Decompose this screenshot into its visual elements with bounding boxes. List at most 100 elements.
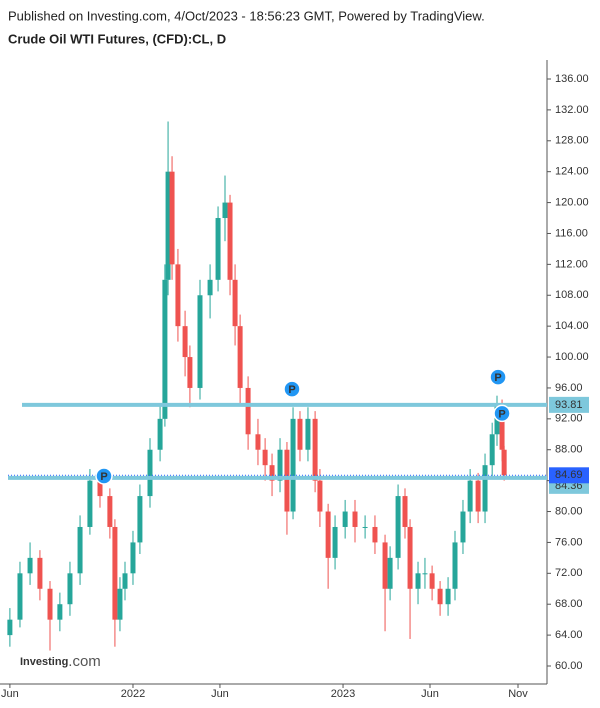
candle-body bbox=[407, 526, 413, 589]
candle-body bbox=[395, 496, 401, 558]
x-tick-label: Jun bbox=[1, 688, 19, 700]
candle-body bbox=[255, 434, 261, 450]
pivot-marker-label: P bbox=[288, 384, 295, 396]
pivot-marker bbox=[493, 404, 511, 423]
y-tick-label: 136.00 bbox=[555, 73, 589, 85]
candle-body bbox=[387, 557, 393, 589]
candle-body bbox=[467, 480, 473, 512]
published-line: Published on Investing.com, 4/Oct/2023 -… bbox=[8, 8, 485, 23]
candle-body bbox=[475, 480, 481, 512]
y-tick-label: 72.00 bbox=[555, 567, 583, 579]
x-tick-label: Jun bbox=[421, 688, 439, 700]
candle-body bbox=[325, 511, 331, 558]
candle-body bbox=[382, 542, 388, 589]
candle-body bbox=[207, 279, 213, 296]
candle-body bbox=[17, 573, 23, 620]
pivot-marker-label: P bbox=[100, 471, 107, 483]
candle-body bbox=[332, 526, 338, 558]
candle-body bbox=[37, 557, 43, 589]
y-tick-label: 68.00 bbox=[555, 598, 583, 610]
candle-body bbox=[262, 449, 268, 466]
candle-body bbox=[7, 619, 13, 636]
y-tick-label: 132.00 bbox=[555, 104, 589, 116]
pivot-marker bbox=[489, 368, 507, 386]
candle-body bbox=[499, 403, 505, 450]
x-tick-label: Jun bbox=[211, 688, 229, 700]
candle-body bbox=[415, 573, 421, 589]
candle-body bbox=[284, 449, 290, 512]
pivot-marker bbox=[283, 380, 301, 398]
candle-body bbox=[77, 526, 83, 574]
candle-body bbox=[107, 496, 113, 527]
candle-body bbox=[317, 480, 323, 512]
y-tick-label: 88.00 bbox=[555, 444, 583, 456]
candle-body bbox=[147, 449, 153, 497]
pivot-marker bbox=[95, 467, 113, 485]
candle-body bbox=[87, 480, 93, 527]
candle-body bbox=[157, 418, 163, 450]
pivot-marker-label: P bbox=[498, 408, 505, 420]
candle-body bbox=[97, 480, 103, 497]
candle-body bbox=[122, 573, 128, 589]
candle-body bbox=[305, 418, 311, 450]
candle-body bbox=[277, 449, 283, 481]
candle-body bbox=[482, 465, 488, 512]
x-tick-label: Nov bbox=[508, 688, 528, 700]
y-tick-label: 120.00 bbox=[555, 196, 589, 208]
pivot-marker-label: P bbox=[494, 372, 501, 384]
candle-body bbox=[445, 588, 451, 605]
candle-body bbox=[352, 511, 358, 527]
y-tick-label: 124.00 bbox=[555, 166, 589, 178]
candle-body bbox=[429, 573, 435, 589]
y-tick-label: 108.00 bbox=[555, 289, 589, 301]
candle-body bbox=[232, 279, 238, 327]
candle-body bbox=[67, 573, 73, 605]
candle-body bbox=[342, 511, 348, 527]
candle-body bbox=[130, 542, 136, 574]
level-label: 93.81 bbox=[555, 399, 583, 411]
y-tick-label: 64.00 bbox=[555, 629, 583, 641]
candle-body bbox=[187, 357, 193, 388]
candle-body bbox=[245, 387, 251, 435]
y-tick-label: 112.00 bbox=[555, 258, 588, 270]
candle-body bbox=[437, 588, 443, 605]
candle-body bbox=[227, 202, 233, 280]
candle-body bbox=[489, 434, 495, 466]
candle-body bbox=[165, 171, 171, 280]
candle-body bbox=[182, 326, 188, 358]
y-tick-label: 76.00 bbox=[555, 536, 583, 548]
candle-body bbox=[47, 588, 53, 620]
candle-body bbox=[27, 557, 33, 574]
y-tick-label: 100.00 bbox=[555, 351, 589, 363]
candle-body bbox=[162, 279, 168, 419]
last-price-label: 84.69 bbox=[555, 469, 583, 481]
y-tick-label: 116.00 bbox=[555, 227, 588, 239]
candle-body bbox=[452, 542, 458, 589]
candle-body bbox=[175, 264, 181, 327]
candle-body bbox=[290, 418, 296, 512]
x-tick-label: 2023 bbox=[331, 688, 355, 700]
candle-body bbox=[237, 326, 243, 388]
x-tick-label: 2022 bbox=[121, 688, 145, 700]
candle-body bbox=[460, 511, 466, 543]
candle-body bbox=[197, 295, 203, 388]
y-tick-label: 128.00 bbox=[555, 135, 589, 147]
level-label-box bbox=[549, 396, 589, 413]
y-tick-label: 92.00 bbox=[555, 413, 583, 425]
candle-body bbox=[57, 604, 63, 620]
candle-body bbox=[402, 496, 408, 527]
candle-body bbox=[169, 171, 175, 265]
candle-body bbox=[112, 526, 118, 620]
logo: Investing.com bbox=[20, 653, 101, 670]
candle-body bbox=[372, 526, 378, 543]
logo-suffix: .com bbox=[68, 653, 101, 670]
y-tick-label: 80.00 bbox=[555, 505, 583, 517]
candle-body bbox=[117, 588, 123, 620]
candle-body bbox=[362, 526, 368, 528]
logo-name: Investing bbox=[20, 656, 68, 668]
y-tick-label: 96.00 bbox=[555, 382, 583, 394]
candle-body bbox=[222, 202, 228, 219]
y-tick-label: 60.00 bbox=[555, 660, 583, 672]
candle-body bbox=[215, 218, 221, 280]
